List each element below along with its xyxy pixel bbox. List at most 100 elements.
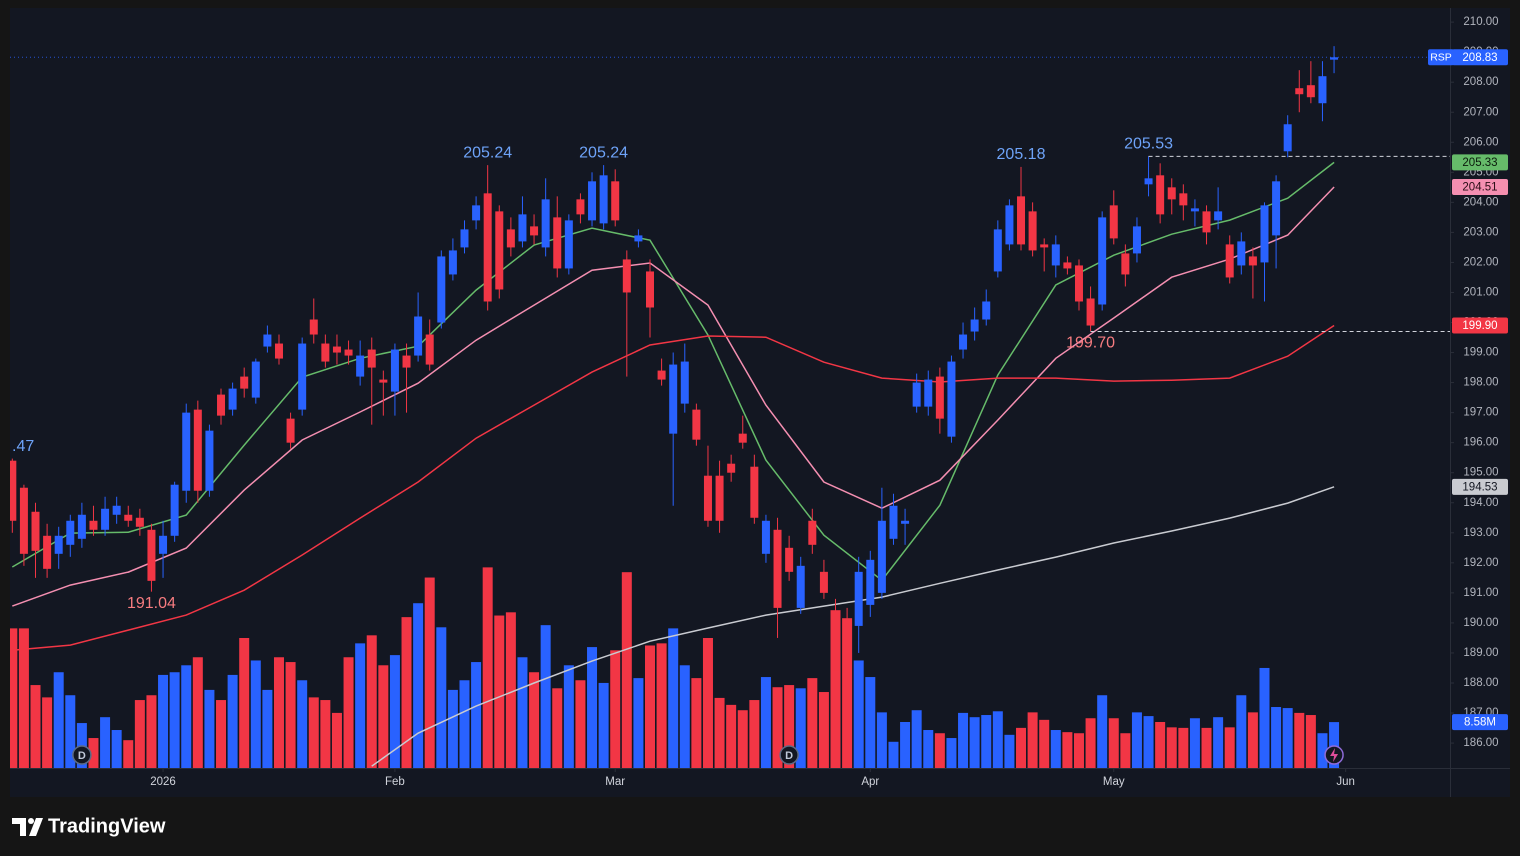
candle-body xyxy=(170,484,179,536)
candle-body xyxy=(866,559,875,605)
candle-body xyxy=(1237,241,1246,266)
volume-bar xyxy=(111,730,122,768)
candle-body xyxy=(367,349,376,368)
candle-body xyxy=(1121,253,1130,275)
volume-value-label-box xyxy=(1452,714,1508,731)
brand-name: TradingView xyxy=(48,815,166,837)
volume-bar xyxy=(633,678,644,768)
y-tick-label: 196.00 xyxy=(1463,437,1498,449)
volume-bar xyxy=(958,712,969,768)
volume-bar xyxy=(250,660,261,768)
volume-bar xyxy=(1143,716,1154,768)
volume-bar xyxy=(30,685,41,768)
candle-body xyxy=(402,355,411,368)
extreme-label: 205.53 xyxy=(1124,136,1173,153)
volume-bar xyxy=(749,700,760,768)
candle-body xyxy=(901,520,910,524)
candle-body xyxy=(182,412,191,491)
volume-bar xyxy=(192,657,203,768)
volume-bar xyxy=(1016,727,1027,768)
candle-body xyxy=(727,463,736,473)
candle-body xyxy=(344,349,353,356)
candle-body xyxy=(912,382,921,407)
volume-bar xyxy=(320,700,331,768)
volume-bar xyxy=(146,695,157,768)
extreme-label: 205.24 xyxy=(463,144,512,161)
volume-bar xyxy=(668,628,679,768)
y-tick-label: 188.00 xyxy=(1463,677,1498,689)
volume-bar xyxy=(1201,727,1212,768)
volume-bar xyxy=(1329,722,1340,768)
logo-dot xyxy=(28,818,34,824)
volume-bar xyxy=(876,712,887,768)
volume-bar xyxy=(134,700,145,768)
candle-body xyxy=(750,466,759,518)
volume-bar xyxy=(1108,718,1119,768)
volume-bar xyxy=(42,697,53,768)
x-tick-label: Mar xyxy=(605,776,625,788)
candle-body xyxy=(541,199,550,248)
volume-bar xyxy=(88,738,99,768)
y-tick-label: 204.00 xyxy=(1463,196,1498,208)
extreme-label: 199.70 xyxy=(1066,335,1115,352)
y-tick-label: 189.00 xyxy=(1463,647,1498,659)
extreme-label: 205.24 xyxy=(579,144,628,161)
volume-bar xyxy=(772,687,783,768)
candle-body xyxy=(1167,187,1176,200)
candle-body xyxy=(356,355,365,377)
candle-body xyxy=(993,229,1002,272)
moving-average-value-label: 194.53 xyxy=(1462,481,1497,493)
candle-body xyxy=(193,409,202,491)
y-tick-label: 202.00 xyxy=(1463,256,1498,268)
volume-bar xyxy=(297,680,308,768)
candle-body xyxy=(1248,256,1257,266)
candle-body xyxy=(611,181,620,221)
candle-body xyxy=(680,361,689,404)
candle-body xyxy=(379,379,388,383)
volume-bar xyxy=(436,627,447,768)
candle-body xyxy=(66,520,75,545)
candle-body xyxy=(1202,211,1211,233)
candle-body xyxy=(1260,205,1269,263)
candle-body xyxy=(1005,205,1014,245)
x-tick-label: Feb xyxy=(385,776,405,788)
candle-body xyxy=(31,511,40,551)
dividend-marker xyxy=(72,745,92,765)
volume-bar xyxy=(471,662,482,768)
candle-body xyxy=(1214,211,1223,221)
volume-bar xyxy=(482,567,493,768)
candle-body xyxy=(646,271,654,308)
volume-bar xyxy=(413,603,424,768)
volume-bar xyxy=(737,710,748,768)
candle-body xyxy=(332,346,341,353)
candle-body xyxy=(54,535,63,554)
y-tick-label: 192.00 xyxy=(1463,557,1498,569)
symbol-label: RSP xyxy=(1430,52,1452,64)
volume-bar xyxy=(795,688,806,768)
candle-body xyxy=(854,571,863,626)
volume-bar xyxy=(865,677,876,768)
volume-bar xyxy=(285,662,296,768)
candle-body xyxy=(124,514,133,521)
y-tick-label: 186.00 xyxy=(1463,737,1498,749)
candle-body xyxy=(205,430,214,491)
candle-body xyxy=(982,301,991,320)
volume-bar xyxy=(366,635,377,768)
volume-bar xyxy=(1120,733,1131,768)
candle-body xyxy=(761,520,770,554)
volume-bar xyxy=(1097,695,1108,768)
candle-body xyxy=(217,394,226,416)
candle-body xyxy=(425,334,434,365)
volume-bar xyxy=(830,610,841,768)
candle-body xyxy=(298,343,307,410)
volume-bar xyxy=(1271,707,1282,768)
candle-body xyxy=(448,250,457,275)
moving-average-value-label-box xyxy=(1452,317,1508,334)
volume-bar xyxy=(239,637,250,768)
volume-bar xyxy=(1131,712,1142,768)
candle-body xyxy=(228,388,237,410)
x-tick-label: Apr xyxy=(861,776,879,788)
volume-bar xyxy=(552,688,563,768)
volume-bar xyxy=(424,577,435,768)
